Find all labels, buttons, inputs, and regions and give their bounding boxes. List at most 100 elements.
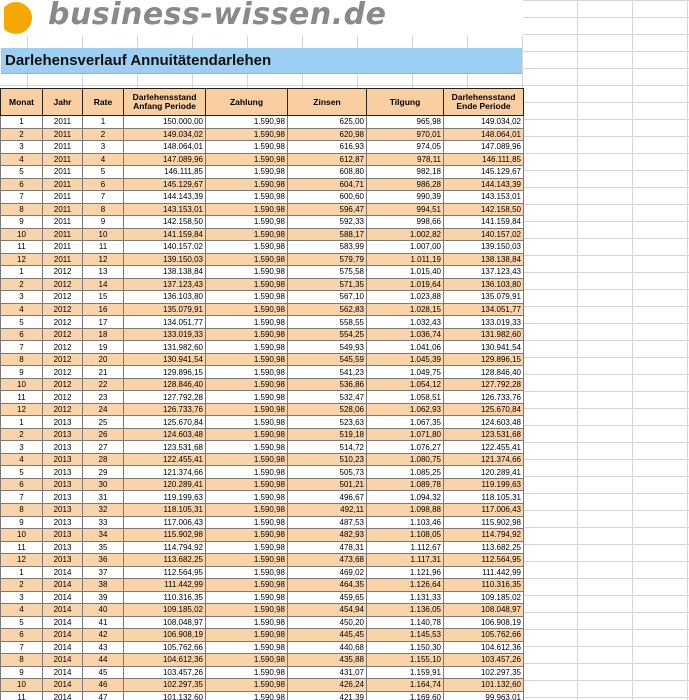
cell-monat[interactable]: 4	[0, 302, 43, 317]
cell-tilgung[interactable]: 1.036,74	[366, 327, 444, 342]
cell-ende[interactable]: 133.019,33	[443, 315, 524, 329]
cell-jahr[interactable]: 2012	[42, 327, 83, 342]
cell-zinsen[interactable]: 473,68	[287, 553, 367, 567]
cell-tilgung[interactable]: 1.121,96	[366, 565, 444, 580]
cell-zinsen[interactable]: 496,67	[287, 490, 367, 504]
cell-rate[interactable]: 47	[82, 690, 124, 700]
cell-jahr[interactable]: 2013	[42, 540, 83, 555]
cell-anfang[interactable]: 101.132,60	[123, 690, 206, 700]
cell-monat[interactable]: 1	[0, 115, 43, 129]
cell-monat[interactable]: 7	[0, 190, 43, 204]
cell-monat[interactable]: 6	[0, 477, 43, 492]
cell-ende[interactable]: 119.199,63	[443, 477, 524, 492]
cell-zinsen[interactable]: 536,86	[287, 377, 367, 392]
cell-zahlung[interactable]: 1.590,98	[205, 653, 288, 667]
cell-monat[interactable]: 12	[0, 553, 43, 567]
cell-jahr[interactable]: 2012	[42, 315, 83, 329]
cell-monat[interactable]: 1	[0, 265, 43, 279]
cell-ende[interactable]: 127.792,28	[443, 377, 524, 392]
cell-anfang[interactable]: 123.531,68	[123, 440, 206, 454]
cell-rate[interactable]: 32	[82, 503, 124, 517]
cell-tilgung[interactable]: 998,66	[366, 215, 444, 229]
header-zahlung[interactable]: Zahlung	[205, 88, 288, 116]
cell-zinsen[interactable]: 554,25	[287, 327, 367, 342]
cell-tilgung[interactable]: 1.112,67	[366, 540, 444, 555]
cell-anfang[interactable]: 126.733,76	[123, 402, 206, 417]
cell-jahr[interactable]: 2011	[42, 140, 83, 154]
cell-rate[interactable]: 44	[82, 653, 124, 667]
cell-ende[interactable]: 147.089,96	[443, 140, 524, 154]
cell-anfang[interactable]: 131.982,60	[123, 340, 206, 354]
cell-anfang[interactable]: 141.159,84	[123, 227, 206, 242]
cell-zahlung[interactable]: 1.590,98	[205, 515, 288, 529]
cell-ende[interactable]: 113.682,25	[443, 540, 524, 555]
cell-tilgung[interactable]: 1.094,32	[366, 490, 444, 504]
cell-monat[interactable]: 11	[0, 240, 43, 254]
cell-jahr[interactable]: 2012	[42, 340, 83, 354]
cell-tilgung[interactable]: 1.085,25	[366, 465, 444, 479]
cell-ende[interactable]: 117.006,43	[443, 503, 524, 517]
cell-anfang[interactable]: 110.316,35	[123, 590, 206, 605]
cell-zinsen[interactable]: 549,93	[287, 340, 367, 354]
cell-tilgung[interactable]: 1.062,93	[366, 402, 444, 417]
cell-rate[interactable]: 14	[82, 277, 124, 292]
cell-monat[interactable]: 11	[0, 540, 43, 555]
cell-jahr[interactable]: 2013	[42, 452, 83, 467]
cell-anfang[interactable]: 112.564,95	[123, 565, 206, 580]
cell-anfang[interactable]: 150.000,00	[123, 115, 206, 129]
cell-zinsen[interactable]: 528,06	[287, 402, 367, 417]
cell-zahlung[interactable]: 1.590,98	[205, 215, 288, 229]
cell-anfang[interactable]: 135.079,91	[123, 302, 206, 317]
cell-tilgung[interactable]: 1.145,53	[366, 628, 444, 642]
cell-tilgung[interactable]: 965,98	[366, 115, 444, 129]
cell-zinsen[interactable]: 514,72	[287, 440, 367, 454]
cell-jahr[interactable]: 2012	[42, 352, 83, 367]
cell-ende[interactable]: 104.612,36	[443, 640, 524, 655]
cell-monat[interactable]: 2	[0, 277, 43, 292]
cell-zinsen[interactable]: 575,58	[287, 265, 367, 279]
cell-zahlung[interactable]: 1.590,98	[205, 690, 288, 700]
cell-ende[interactable]: 126.733,76	[443, 390, 524, 404]
cell-zinsen[interactable]: 505,73	[287, 465, 367, 479]
cell-zinsen[interactable]: 431,07	[287, 665, 367, 680]
cell-jahr[interactable]: 2012	[42, 390, 83, 404]
cell-zinsen[interactable]: 440,68	[287, 640, 367, 655]
cell-anfang[interactable]: 137.123,43	[123, 277, 206, 292]
cell-zahlung[interactable]: 1.590,98	[205, 628, 288, 642]
cell-monat[interactable]: 5	[0, 315, 43, 329]
cell-zinsen[interactable]: 445,45	[287, 628, 367, 642]
cell-jahr[interactable]: 2013	[42, 465, 83, 479]
cell-jahr[interactable]: 2013	[42, 440, 83, 454]
cell-anfang[interactable]: 114.794,92	[123, 540, 206, 555]
cell-zahlung[interactable]: 1.590,98	[205, 377, 288, 392]
cell-tilgung[interactable]: 1.002,82	[366, 227, 444, 242]
cell-rate[interactable]: 38	[82, 578, 124, 592]
cell-monat[interactable]: 10	[0, 528, 43, 542]
cell-anfang[interactable]: 146.111,85	[123, 165, 206, 179]
cell-monat[interactable]: 8	[0, 352, 43, 367]
cell-tilgung[interactable]: 978,11	[366, 152, 444, 167]
cell-zinsen[interactable]: 464,35	[287, 578, 367, 592]
cell-tilgung[interactable]: 1.071,80	[366, 427, 444, 442]
cell-anfang[interactable]: 148.064,01	[123, 140, 206, 154]
cell-monat[interactable]: 10	[0, 377, 43, 392]
cell-jahr[interactable]: 2011	[42, 177, 83, 192]
cell-tilgung[interactable]: 1.098,88	[366, 503, 444, 517]
cell-rate[interactable]: 3	[82, 140, 124, 154]
cell-tilgung[interactable]: 1.159,91	[366, 665, 444, 680]
cell-monat[interactable]: 2	[0, 427, 43, 442]
cell-zinsen[interactable]: 459,65	[287, 590, 367, 605]
cell-zinsen[interactable]: 541,23	[287, 365, 367, 379]
cell-rate[interactable]: 30	[82, 477, 124, 492]
cell-jahr[interactable]: 2012	[42, 402, 83, 417]
cell-ende[interactable]: 131.982,60	[443, 327, 524, 342]
cell-jahr[interactable]: 2014	[42, 690, 83, 700]
cell-zahlung[interactable]: 1.590,98	[205, 127, 288, 142]
cell-ende[interactable]: 122.455,41	[443, 440, 524, 454]
cell-zahlung[interactable]: 1.590,98	[205, 315, 288, 329]
cell-jahr[interactable]: 2011	[42, 190, 83, 204]
cell-jahr[interactable]: 2011	[42, 127, 83, 142]
cell-tilgung[interactable]: 1.140,78	[366, 615, 444, 630]
cell-rate[interactable]: 37	[82, 565, 124, 580]
cell-anfang[interactable]: 127.792,28	[123, 390, 206, 404]
